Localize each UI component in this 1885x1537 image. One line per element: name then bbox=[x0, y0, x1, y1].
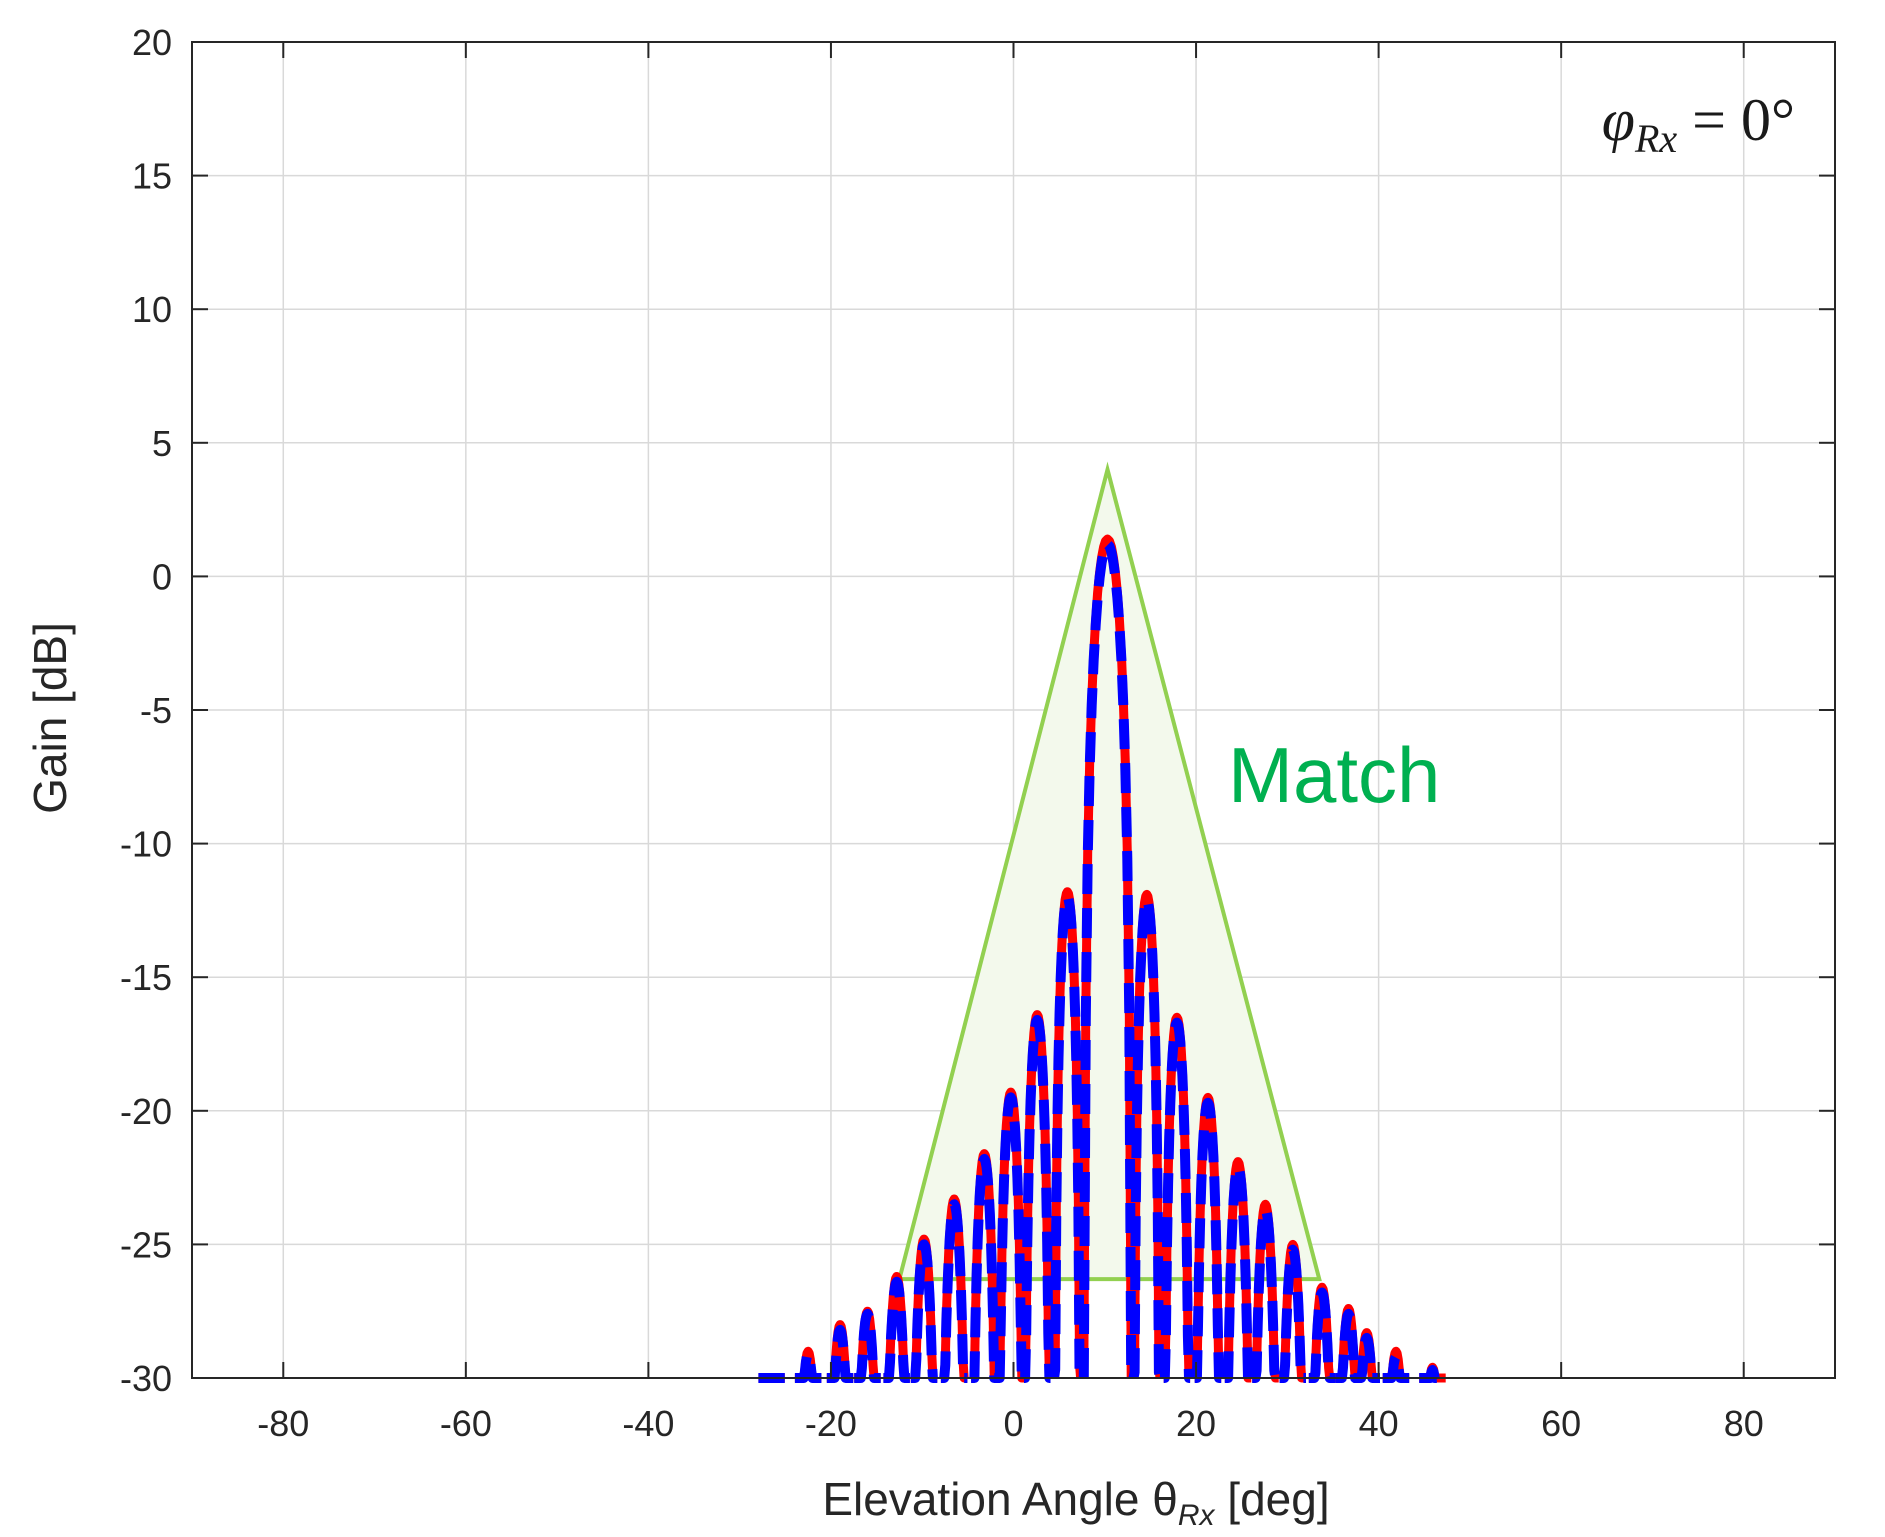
side-lobe bbox=[937, 1199, 972, 1383]
dashed-series bbox=[754, 539, 1450, 1383]
y-tick-label: 5 bbox=[152, 423, 172, 464]
side-lobe bbox=[1191, 1092, 1225, 1383]
series-lines bbox=[754, 534, 1450, 1383]
y-tick-labels: -30 -25 -20 -15 -10 -5 0 5 10 15 20 bbox=[120, 22, 172, 1399]
axes-frame bbox=[191, 41, 1836, 1379]
y-tick-label: -20 bbox=[120, 1091, 172, 1132]
y-tick-label: -10 bbox=[120, 824, 172, 865]
x-tick-labels: -80 -60 -40 -20 0 20 40 60 80 bbox=[257, 1403, 1763, 1444]
y-tick-label: -25 bbox=[120, 1224, 172, 1265]
y-tick-label: -15 bbox=[120, 957, 172, 998]
side-lobe bbox=[1159, 1017, 1194, 1383]
x-tick-label: 40 bbox=[1359, 1403, 1399, 1444]
y-tick-label: 10 bbox=[132, 289, 172, 330]
y-tick-label: -5 bbox=[140, 690, 172, 731]
side-lobe bbox=[967, 1153, 1002, 1383]
side-lobe bbox=[994, 1087, 1028, 1383]
x-tick-label: 80 bbox=[1724, 1403, 1764, 1444]
match-region bbox=[896, 461, 1322, 1282]
side-lobe bbox=[1190, 1097, 1226, 1383]
y-axis-title: Gain [dB] bbox=[24, 622, 76, 814]
y-tick-label: -30 bbox=[120, 1358, 172, 1399]
x-tick-label: -20 bbox=[805, 1403, 857, 1444]
y-tick-label: 0 bbox=[152, 556, 172, 597]
side-lobe bbox=[1020, 1015, 1055, 1383]
x-tick-label: 60 bbox=[1541, 1403, 1581, 1444]
main-lobe bbox=[1078, 539, 1137, 1379]
x-tick-label: 20 bbox=[1176, 1403, 1216, 1444]
match-label: Match bbox=[1228, 731, 1440, 819]
match-triangle bbox=[896, 461, 1322, 1282]
side-lobe bbox=[1049, 892, 1086, 1379]
side-lobe bbox=[1248, 1204, 1283, 1383]
x-axis-title: Elevation Angle θRx [deg] bbox=[822, 1473, 1329, 1532]
side-lobe bbox=[1128, 894, 1165, 1379]
phi-annotation: φRx = 0° bbox=[1602, 87, 1795, 161]
x-tick-label: -80 bbox=[257, 1403, 309, 1444]
y-tick-label: 15 bbox=[132, 156, 172, 197]
x-tick-label: -40 bbox=[622, 1403, 674, 1444]
side-lobe bbox=[993, 1092, 1028, 1383]
y-tick-label: 20 bbox=[132, 22, 172, 63]
side-lobe bbox=[1220, 1161, 1256, 1383]
x-tick-label: -60 bbox=[440, 1403, 492, 1444]
x-tick-label: 0 bbox=[1003, 1403, 1023, 1444]
